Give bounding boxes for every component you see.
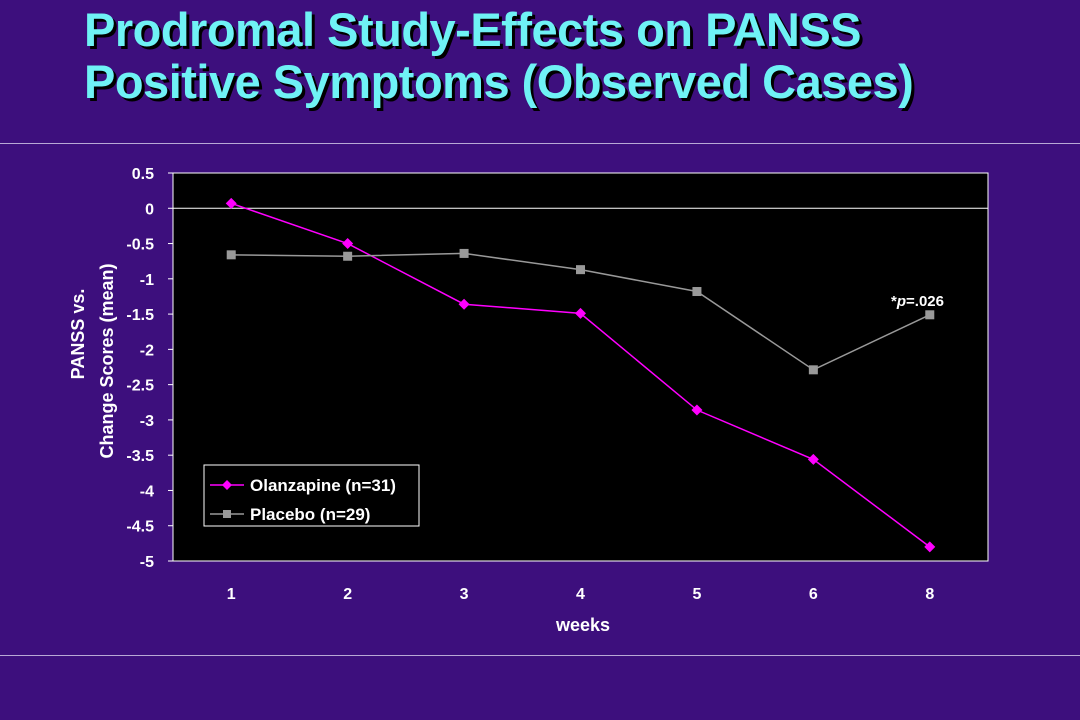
y-tick-label: -3.5 [126,448,154,465]
data-point-placebo [226,250,236,260]
y-axis-ticks: 0.5 0 -0.5 -1 -1.5 -2 -2.5 -3 -3.5 -4 -4.5 -5 [126,166,173,571]
y-tick-label: 0 [145,201,154,218]
data-point-placebo [343,251,353,261]
legend-marker-placebo [223,510,231,518]
data-point-olanzapine [342,238,354,250]
x-axis-title: weeks [555,615,610,635]
data-point-placebo [925,310,935,320]
x-tick-label: 8 [925,586,934,603]
y-axis-title-line-2: Change Scores (mean) [97,263,117,458]
x-tick-label: 1 [227,586,236,603]
data-point-olanzapine [691,404,703,416]
data-point-placebo [692,287,702,297]
legend-label-olanzapine: Olanzapine (n=31) [250,476,396,495]
slide-title: Prodromal Study-Effects on PANSS Positiv… [84,4,1064,108]
data-point-olanzapine [924,541,936,553]
y-tick-label: -2.5 [126,378,154,395]
data-point-olanzapine [458,298,470,310]
x-tick-label: 4 [576,586,585,603]
data-point-placebo [576,265,585,275]
y-tick-label: -2 [140,342,154,359]
title-line-2: Positive Symptoms (Observed Cases) [84,55,914,108]
x-tick-label: 6 [809,586,818,603]
y-tick-label: 0.5 [132,166,154,183]
data-point-olanzapine [807,453,819,465]
x-axis-ticks: 1 2 3 4 5 6 8 [227,586,935,603]
series-layer [225,197,936,553]
data-point-olanzapine [575,307,586,319]
legend-marker-olanzapine [222,480,232,490]
p-value-annotation: *p=.026 [891,293,944,310]
data-point-placebo [808,365,818,375]
data-point-placebo [459,248,469,258]
y-tick-label: -5 [140,554,154,571]
top-divider [0,143,1080,144]
y-tick-label: -0.5 [126,237,154,254]
title-line-1: Prodromal Study-Effects on PANSS [84,3,862,56]
legend-box [203,464,420,527]
x-tick-label: 3 [460,586,469,603]
y-tick-label: -4.5 [126,519,154,536]
y-tick-label: -3 [140,413,154,430]
y-tick-label: -1 [140,272,154,289]
y-tick-label: -1.5 [126,307,154,324]
x-tick-label: 2 [343,586,352,603]
legend: Olanzapine (n=31) Placebo (n=29) [203,464,420,527]
legend-label-placebo: Placebo (n=29) [250,505,370,524]
y-axis-title-line-1: PANSS vs. [68,289,88,380]
data-point-olanzapine [225,197,237,209]
x-tick-label: 5 [692,586,701,603]
y-tick-label: -4 [140,483,154,500]
bottom-divider [0,655,1080,656]
